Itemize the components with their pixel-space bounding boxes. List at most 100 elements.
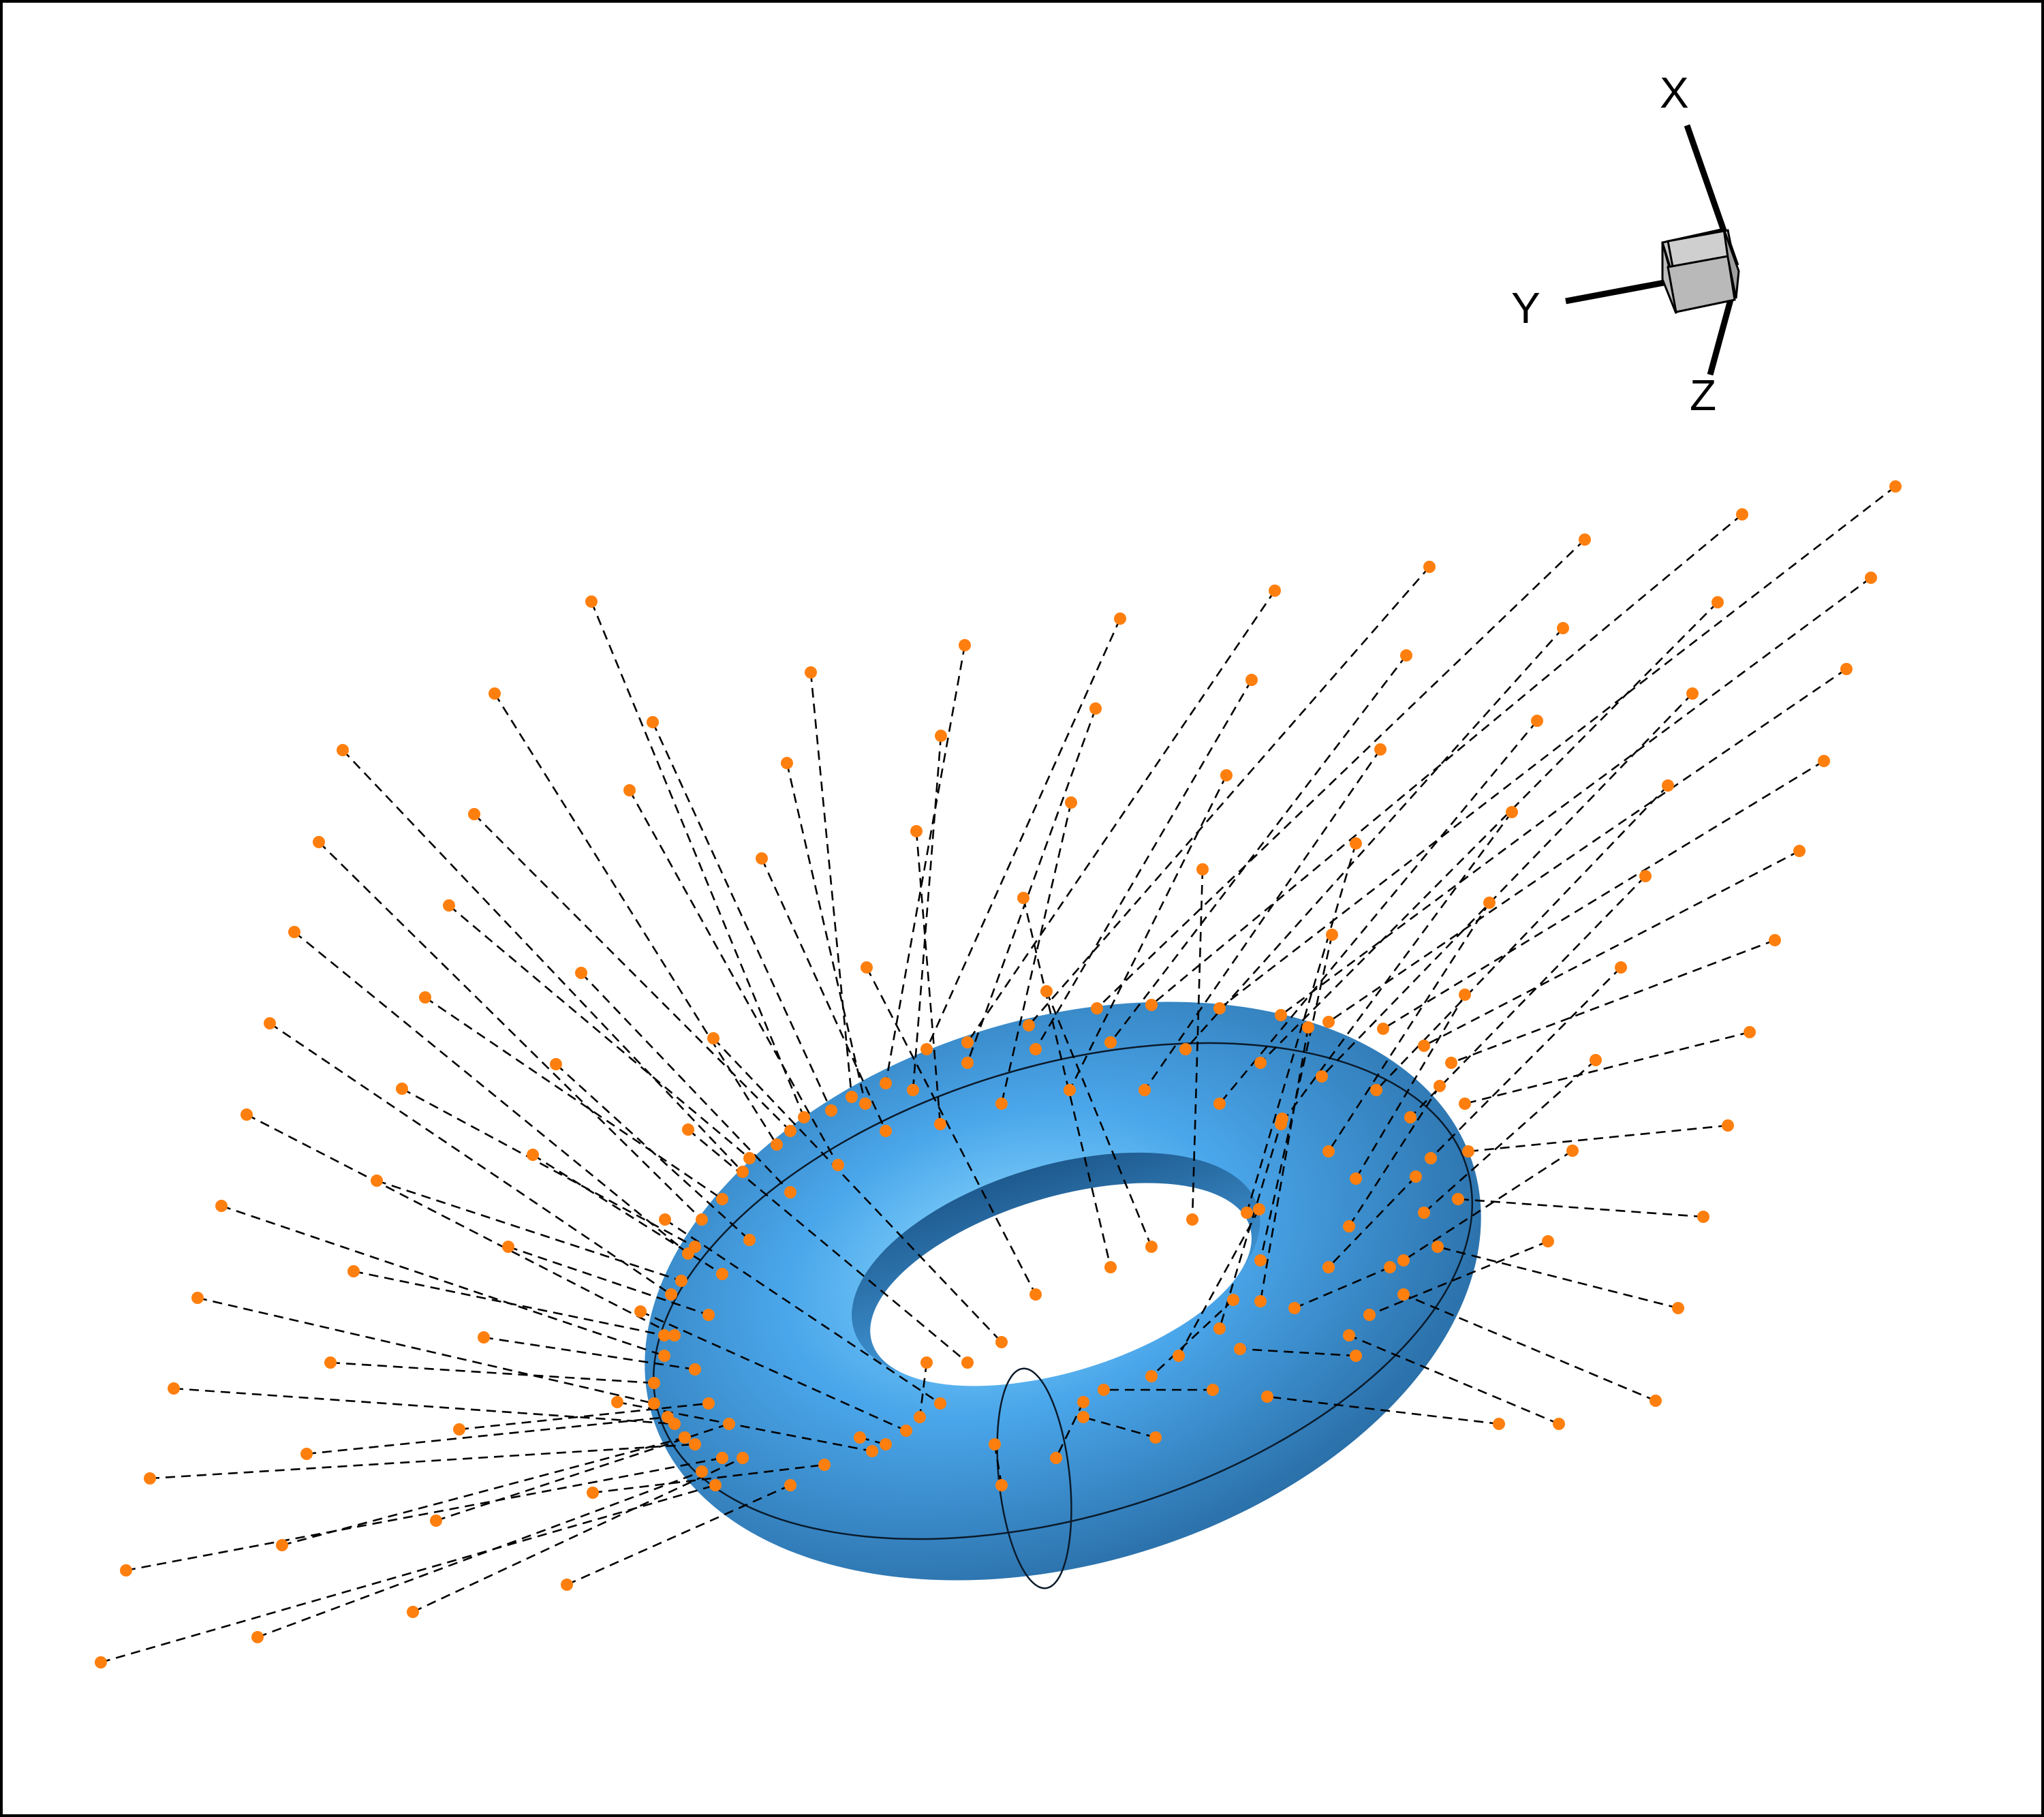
x-axis-label: X (1660, 68, 1689, 117)
leader-line (1034, 679, 1253, 1050)
outer-point (920, 1356, 933, 1369)
surface-point (1145, 999, 1158, 1011)
outer-point (1220, 769, 1233, 781)
surface-point (1139, 1084, 1151, 1096)
surface-point (1445, 1057, 1457, 1069)
surface-point (648, 1397, 660, 1410)
surface-point (689, 1363, 701, 1376)
surface-point (1254, 1254, 1267, 1267)
surface-point (771, 1138, 783, 1151)
outer-point (585, 595, 598, 608)
leader-line (687, 1129, 968, 1363)
surface-point (1322, 1145, 1335, 1158)
outer-point (241, 1108, 253, 1121)
leader-line (1239, 1348, 1357, 1357)
outer-point (1410, 1170, 1422, 1183)
outer-point (276, 1539, 288, 1551)
outer-point (805, 666, 817, 679)
leader-line (353, 1270, 665, 1337)
surface-point (907, 1084, 919, 1096)
torus (645, 1001, 1481, 1581)
leader-line (1403, 1293, 1656, 1402)
leader-line (424, 996, 723, 1200)
outer-point (1065, 796, 1077, 809)
surface-point (1377, 1023, 1389, 1035)
outer-point (191, 1292, 204, 1304)
outer-point (1840, 663, 1853, 675)
outer-point (1245, 674, 1258, 686)
surface-point (662, 1411, 674, 1423)
outer-point (1722, 1119, 1734, 1132)
surface-point (995, 1098, 1008, 1110)
outer-point (861, 961, 873, 974)
surface-point (716, 1452, 728, 1464)
surface-point (709, 1479, 722, 1491)
outer-point (502, 1241, 514, 1253)
surface-point (1418, 1207, 1430, 1219)
leader-line (1028, 566, 1430, 1026)
leader-line (915, 830, 942, 1125)
outer-point (1040, 985, 1053, 997)
surface-point (1186, 1213, 1198, 1226)
outer-point (1590, 1054, 1602, 1066)
surface-point (1316, 1070, 1328, 1083)
surface-point (1234, 1343, 1246, 1355)
leader-line (532, 1153, 723, 1275)
surface-point (1431, 1241, 1444, 1253)
leader-line (1267, 1395, 1500, 1425)
outer-point (443, 899, 455, 912)
surface-point (1459, 1098, 1471, 1110)
surface-point (784, 1125, 796, 1137)
leader-line (401, 1087, 696, 1248)
outer-point (1712, 596, 1724, 608)
outer-point (1302, 1021, 1314, 1034)
surface-point (702, 1309, 715, 1321)
outer-point (419, 991, 431, 1004)
surface-point (1050, 1452, 1062, 1464)
outer-point (647, 716, 659, 728)
outer-point (120, 1564, 132, 1577)
outer-point (1400, 649, 1412, 662)
leader-line (617, 1401, 873, 1453)
leader-line (1464, 1031, 1750, 1105)
outer-point (468, 808, 480, 820)
leader-line (318, 841, 702, 1220)
surface-point (1462, 1145, 1474, 1158)
outer-point (371, 1175, 383, 1187)
surface-point (675, 1275, 687, 1287)
outer-point (1350, 837, 1362, 850)
outer-point (623, 784, 636, 796)
leader-line (651, 721, 833, 1111)
surface-point (798, 1111, 810, 1123)
leader-line (294, 931, 689, 1255)
outer-point (1196, 863, 1209, 875)
surface-point (1179, 1043, 1192, 1055)
outer-point (910, 825, 923, 837)
surface-point (723, 1418, 735, 1430)
surface-point (859, 1098, 871, 1110)
outer-point (144, 1472, 156, 1485)
outer-point (634, 1305, 647, 1318)
leader-line (508, 1245, 709, 1316)
outer-point (430, 1515, 442, 1527)
leader-line (197, 1296, 655, 1405)
leader-line (1096, 539, 1585, 1009)
outer-point (1744, 1026, 1756, 1038)
leader-line (1348, 1085, 1441, 1227)
surface-point (961, 1036, 974, 1049)
leader-line (1430, 967, 1622, 1159)
surface-point (1350, 1172, 1362, 1185)
leader-line (1259, 934, 1333, 1261)
outer-point (1736, 508, 1748, 521)
surface-point (658, 1350, 670, 1362)
surface-point (743, 1152, 756, 1164)
surface-point (696, 1213, 708, 1226)
leader-line (966, 708, 1097, 1063)
outer-point (1326, 929, 1338, 941)
surface-point (934, 1118, 946, 1130)
leader-line (884, 645, 966, 1084)
outer-point (527, 1149, 539, 1161)
outer-point (313, 836, 325, 848)
surface-point (784, 1479, 796, 1491)
outer-point (1553, 1418, 1565, 1430)
